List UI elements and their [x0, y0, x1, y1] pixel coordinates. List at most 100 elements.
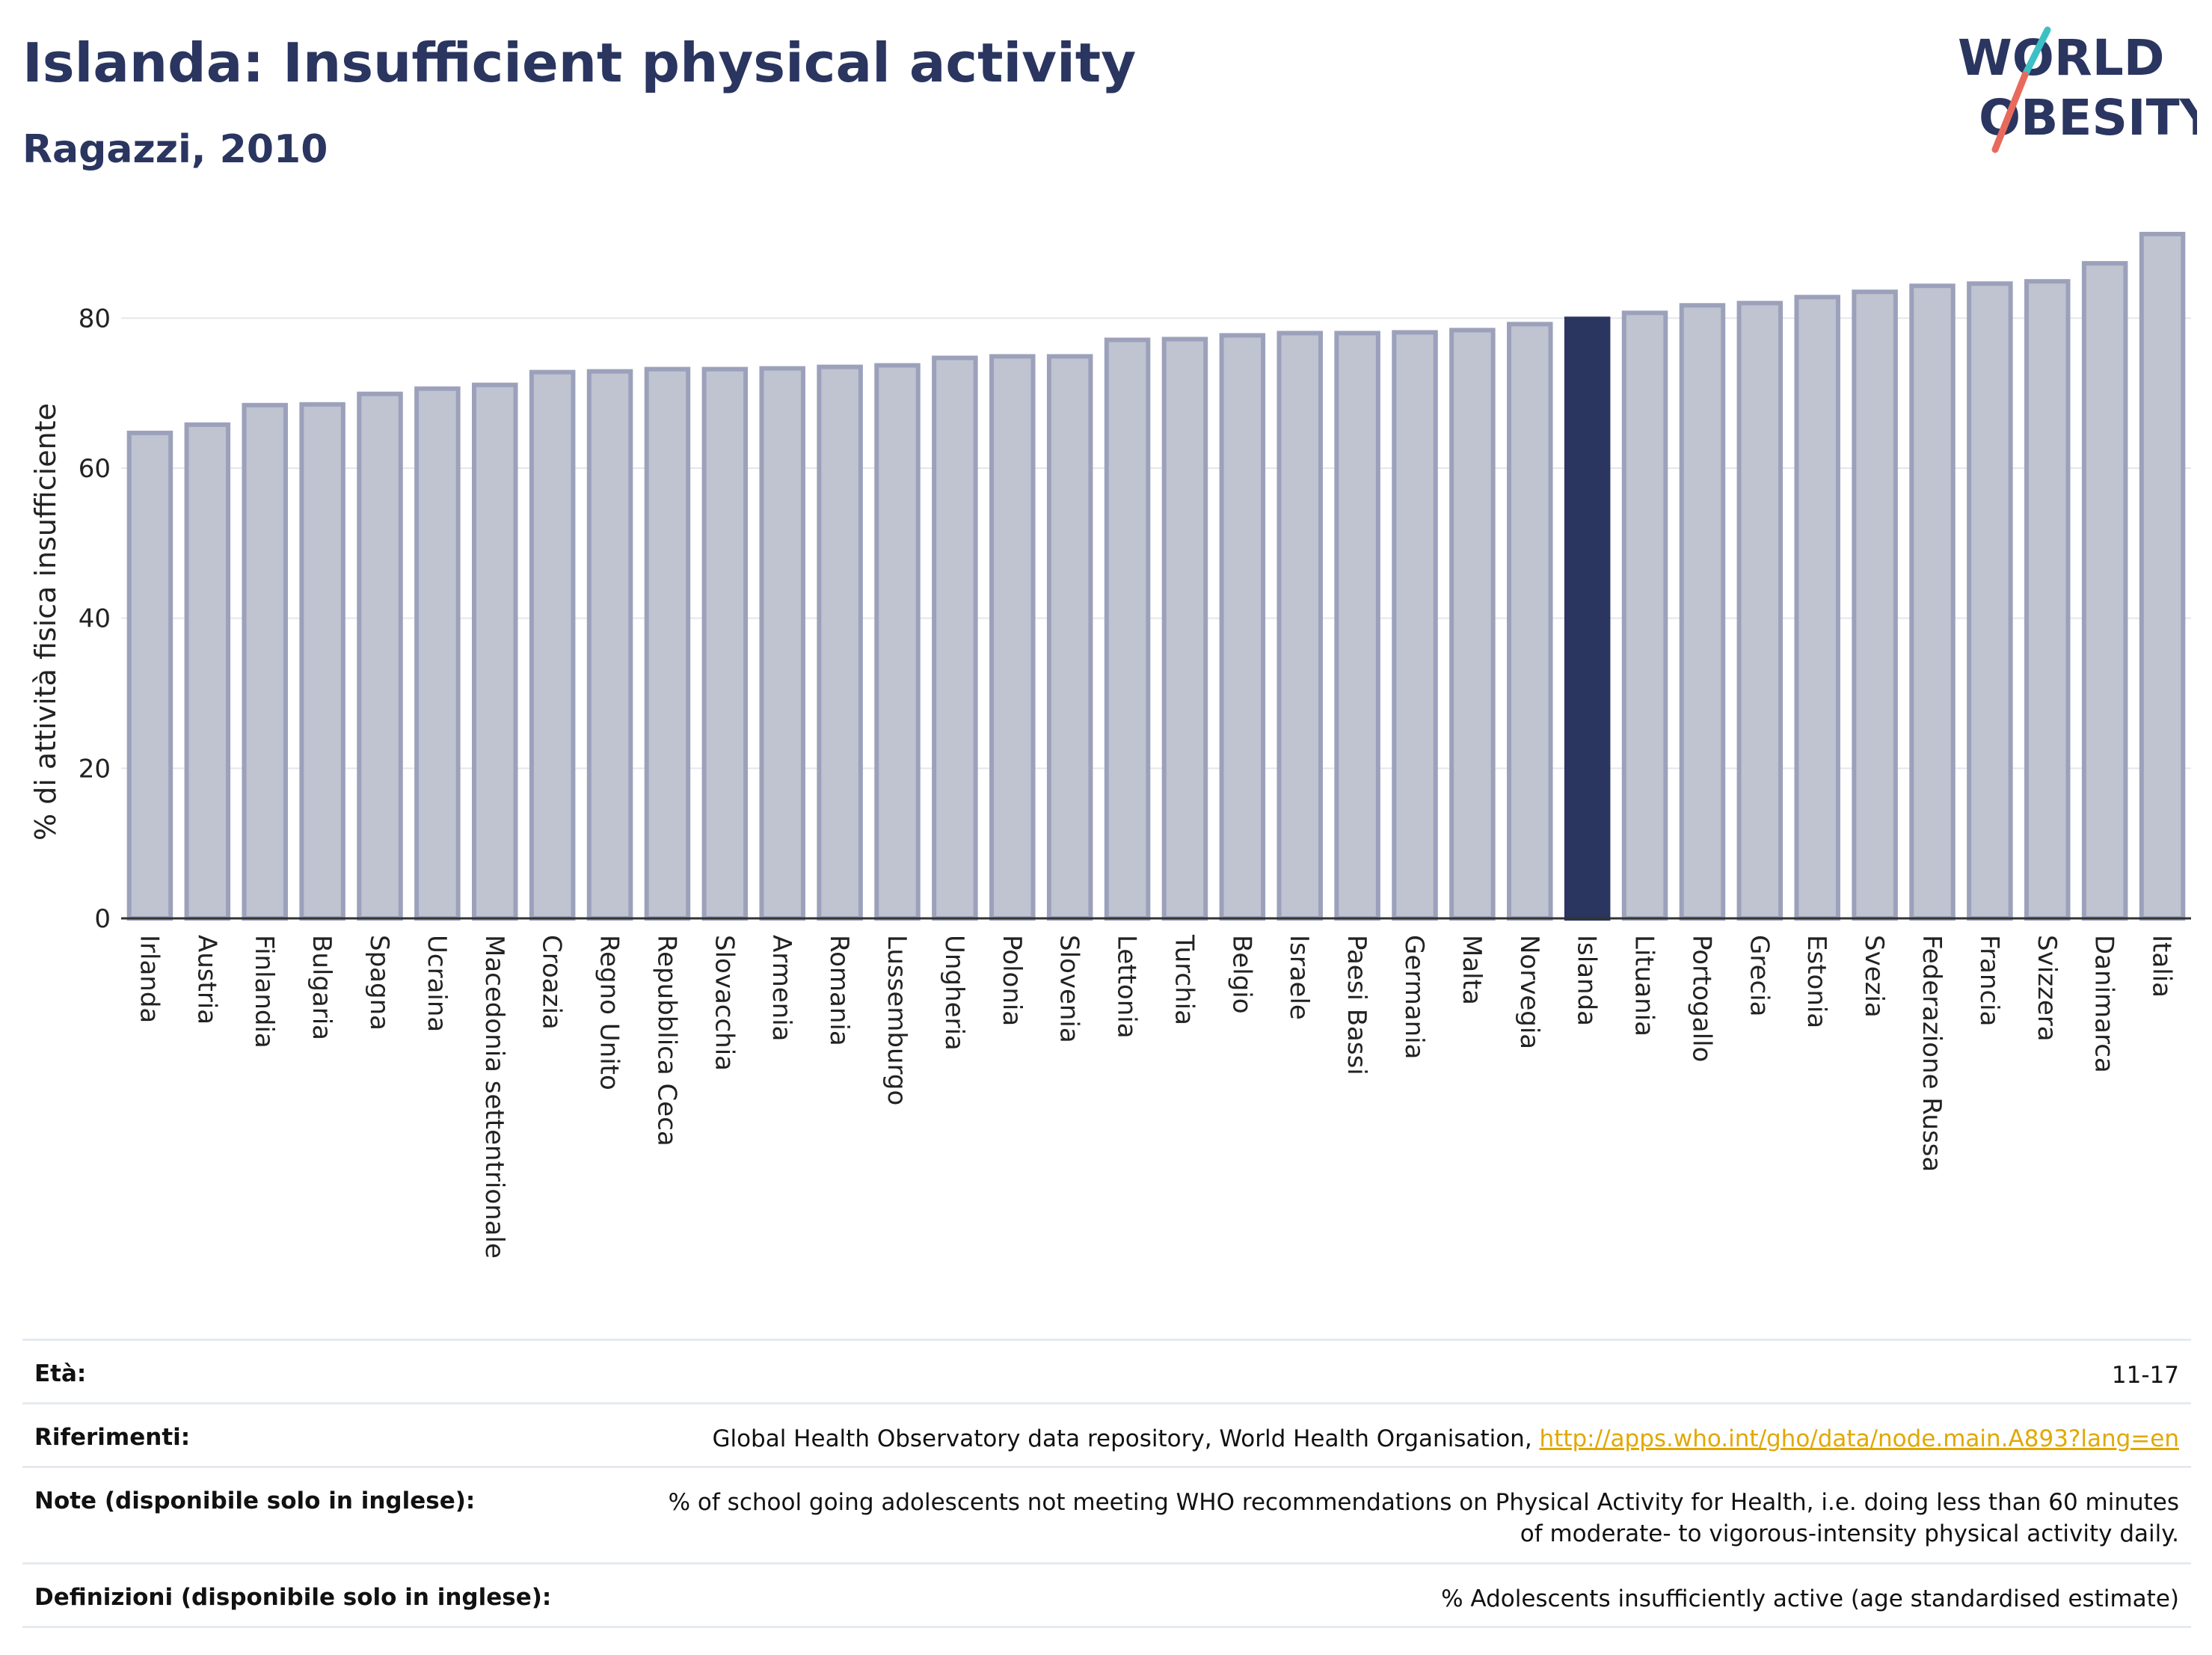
bar-norvegia	[1507, 322, 1553, 921]
x-tick-label: Slovacchia	[709, 935, 739, 1071]
metadata-table: Età: 11-17 Riferimenti: Global Health Ob…	[22, 1339, 2191, 1628]
y-tick-label: 60	[79, 454, 111, 484]
x-tick-label: Svezia	[1859, 935, 1889, 1018]
notes-label: Note (disponibile solo in inglese):	[34, 1487, 476, 1514]
logo-slash-teal	[2021, 26, 2051, 79]
x-tick-label: Estonia	[1801, 935, 1831, 1028]
x-tick-label: Paesi Bassi	[1342, 935, 1371, 1075]
y-tick-label: 40	[79, 604, 111, 634]
notes-value: % of school going adolescents not meetin…	[668, 1489, 2179, 1547]
bar-spagna	[357, 391, 403, 921]
x-tick-label: Slovenia	[1054, 935, 1084, 1043]
y-tick-label: 80	[79, 304, 111, 334]
bar-estonia	[1794, 295, 1840, 921]
x-tick-label: Croazia	[537, 935, 567, 1030]
x-tick-label: Romania	[824, 935, 854, 1046]
x-tick-label: Finlandia	[249, 935, 279, 1048]
bar-lettonia	[1104, 337, 1151, 921]
bar-israele	[1276, 331, 1323, 921]
bar-svizzera	[2024, 279, 2071, 921]
x-tick-label: Austria	[191, 935, 221, 1025]
bar-islanda	[1564, 316, 1611, 921]
bar-repubblica-ceca	[644, 366, 691, 921]
bar-svezia	[1852, 289, 1898, 921]
page-subtitle: Ragazzi, 2010	[22, 127, 328, 172]
bar-armenia	[759, 366, 805, 921]
bar-lituania	[1621, 310, 1668, 921]
bar-paesi-bassi	[1334, 331, 1380, 921]
x-tick-label: Federazione Russa	[1917, 935, 1947, 1172]
x-tick-label: Regno Unito	[595, 935, 624, 1090]
bar-danimarca	[2081, 261, 2128, 921]
logo-line1: WORLD	[1958, 29, 2165, 87]
x-tick-label: Islanda	[1572, 935, 1602, 1026]
y-tick-labels: 0 20 40 60 80	[79, 304, 111, 934]
bar-austria	[184, 422, 231, 921]
x-tick-label: Francia	[1974, 935, 2004, 1026]
bar-polonia	[989, 354, 1036, 921]
x-tick-label: Macedonia settentrionale	[479, 935, 509, 1259]
x-tick-label: Svizzera	[2032, 935, 2062, 1042]
bar-francia	[1967, 281, 2013, 921]
bar-macedonia-settentrionale	[472, 382, 518, 921]
x-tick-label: Grecia	[1744, 935, 1774, 1016]
bar-ungheria	[932, 355, 978, 921]
bar-turchia	[1161, 337, 1208, 921]
bar-germania	[1392, 330, 1438, 921]
bar-bulgaria	[299, 402, 345, 921]
bar-slovacchia	[701, 366, 749, 921]
bar-croazia	[529, 369, 576, 921]
x-tick-label: Norvegia	[1514, 935, 1544, 1049]
x-tick-label: Belgio	[1226, 935, 1256, 1014]
meta-row-definitions: Definizioni (disponibile solo in inglese…	[22, 1562, 2191, 1628]
world-obesity-logo: WORLD OBESITY	[1958, 26, 2197, 153]
bar-slovenia	[1046, 354, 1093, 921]
x-tick-label: Repubblica Ceca	[651, 935, 681, 1146]
bar-finlandia	[242, 402, 288, 921]
bar-malta	[1449, 328, 1496, 921]
x-tick-label: Lussemburgo	[882, 935, 912, 1105]
bar-portogallo	[1679, 303, 1726, 921]
references-link[interactable]: http://apps.who.int/gho/data/node.main.A…	[1539, 1425, 2179, 1452]
meta-row-notes: Note (disponibile solo in inglese): % of…	[22, 1466, 2191, 1562]
meta-row-references: Riferimenti: Global Health Observatory d…	[22, 1402, 2191, 1466]
meta-row-age: Età: 11-17	[22, 1339, 2191, 1402]
definitions-label: Definizioni (disponibile solo in inglese…	[34, 1584, 552, 1611]
x-tick-labels: Irlanda Austria Finlandia Bulgaria Spagna Ucr…	[134, 934, 2176, 1259]
x-tick-label: Spagna	[364, 935, 394, 1031]
bar-italia	[2139, 231, 2186, 921]
x-tick-label: Italia	[2147, 935, 2177, 998]
bar-federazione-russa	[1909, 283, 1956, 921]
x-tick-label: Bulgaria	[307, 935, 337, 1040]
x-tick-label: Ucraina	[422, 935, 452, 1032]
y-tick-label: 0	[94, 904, 111, 934]
age-label: Età:	[34, 1360, 87, 1387]
x-tick-label: Germania	[1399, 935, 1429, 1059]
references-text: Global Health Observatory data repositor…	[712, 1425, 1540, 1452]
x-tick-label: Portogallo	[1686, 935, 1716, 1062]
bar-romania	[817, 364, 863, 921]
age-value: 11-17	[2111, 1362, 2179, 1389]
x-tick-label: Irlanda	[134, 935, 164, 1023]
bar-lussemburgo	[874, 363, 921, 921]
x-tick-label: Danimarca	[2089, 935, 2119, 1073]
x-tick-label: Ungheria	[939, 935, 969, 1051]
x-tick-label: Armenia	[766, 935, 796, 1042]
y-axis-label: % di attività fisica insufficiente	[29, 403, 62, 841]
page-title: Islanda: Insufficient physical activity	[22, 31, 1137, 94]
x-tick-label: Lituania	[1629, 935, 1659, 1037]
bar-ucraina	[414, 386, 461, 921]
bar-belgio	[1219, 333, 1266, 921]
x-tick-label: Turchia	[1169, 934, 1199, 1025]
bar-regno-unito	[586, 369, 633, 921]
logo-slash-red	[1991, 71, 2029, 153]
bars	[126, 231, 2186, 921]
definitions-value: % Adolescents insufficiently active (age…	[1441, 1585, 2179, 1612]
references-value: Global Health Observatory data repositor…	[712, 1424, 2179, 1455]
x-tick-label: Israele	[1284, 935, 1314, 1020]
x-tick-label: Polonia	[997, 935, 1027, 1026]
bar-chart: 0 20 40 60 80 Irlanda Austria Finlandia Bulgari…	[29, 231, 2191, 1259]
x-tick-label: Malta	[1457, 935, 1487, 1005]
references-label: Riferimenti:	[34, 1424, 191, 1451]
bar-irlanda	[126, 430, 173, 921]
